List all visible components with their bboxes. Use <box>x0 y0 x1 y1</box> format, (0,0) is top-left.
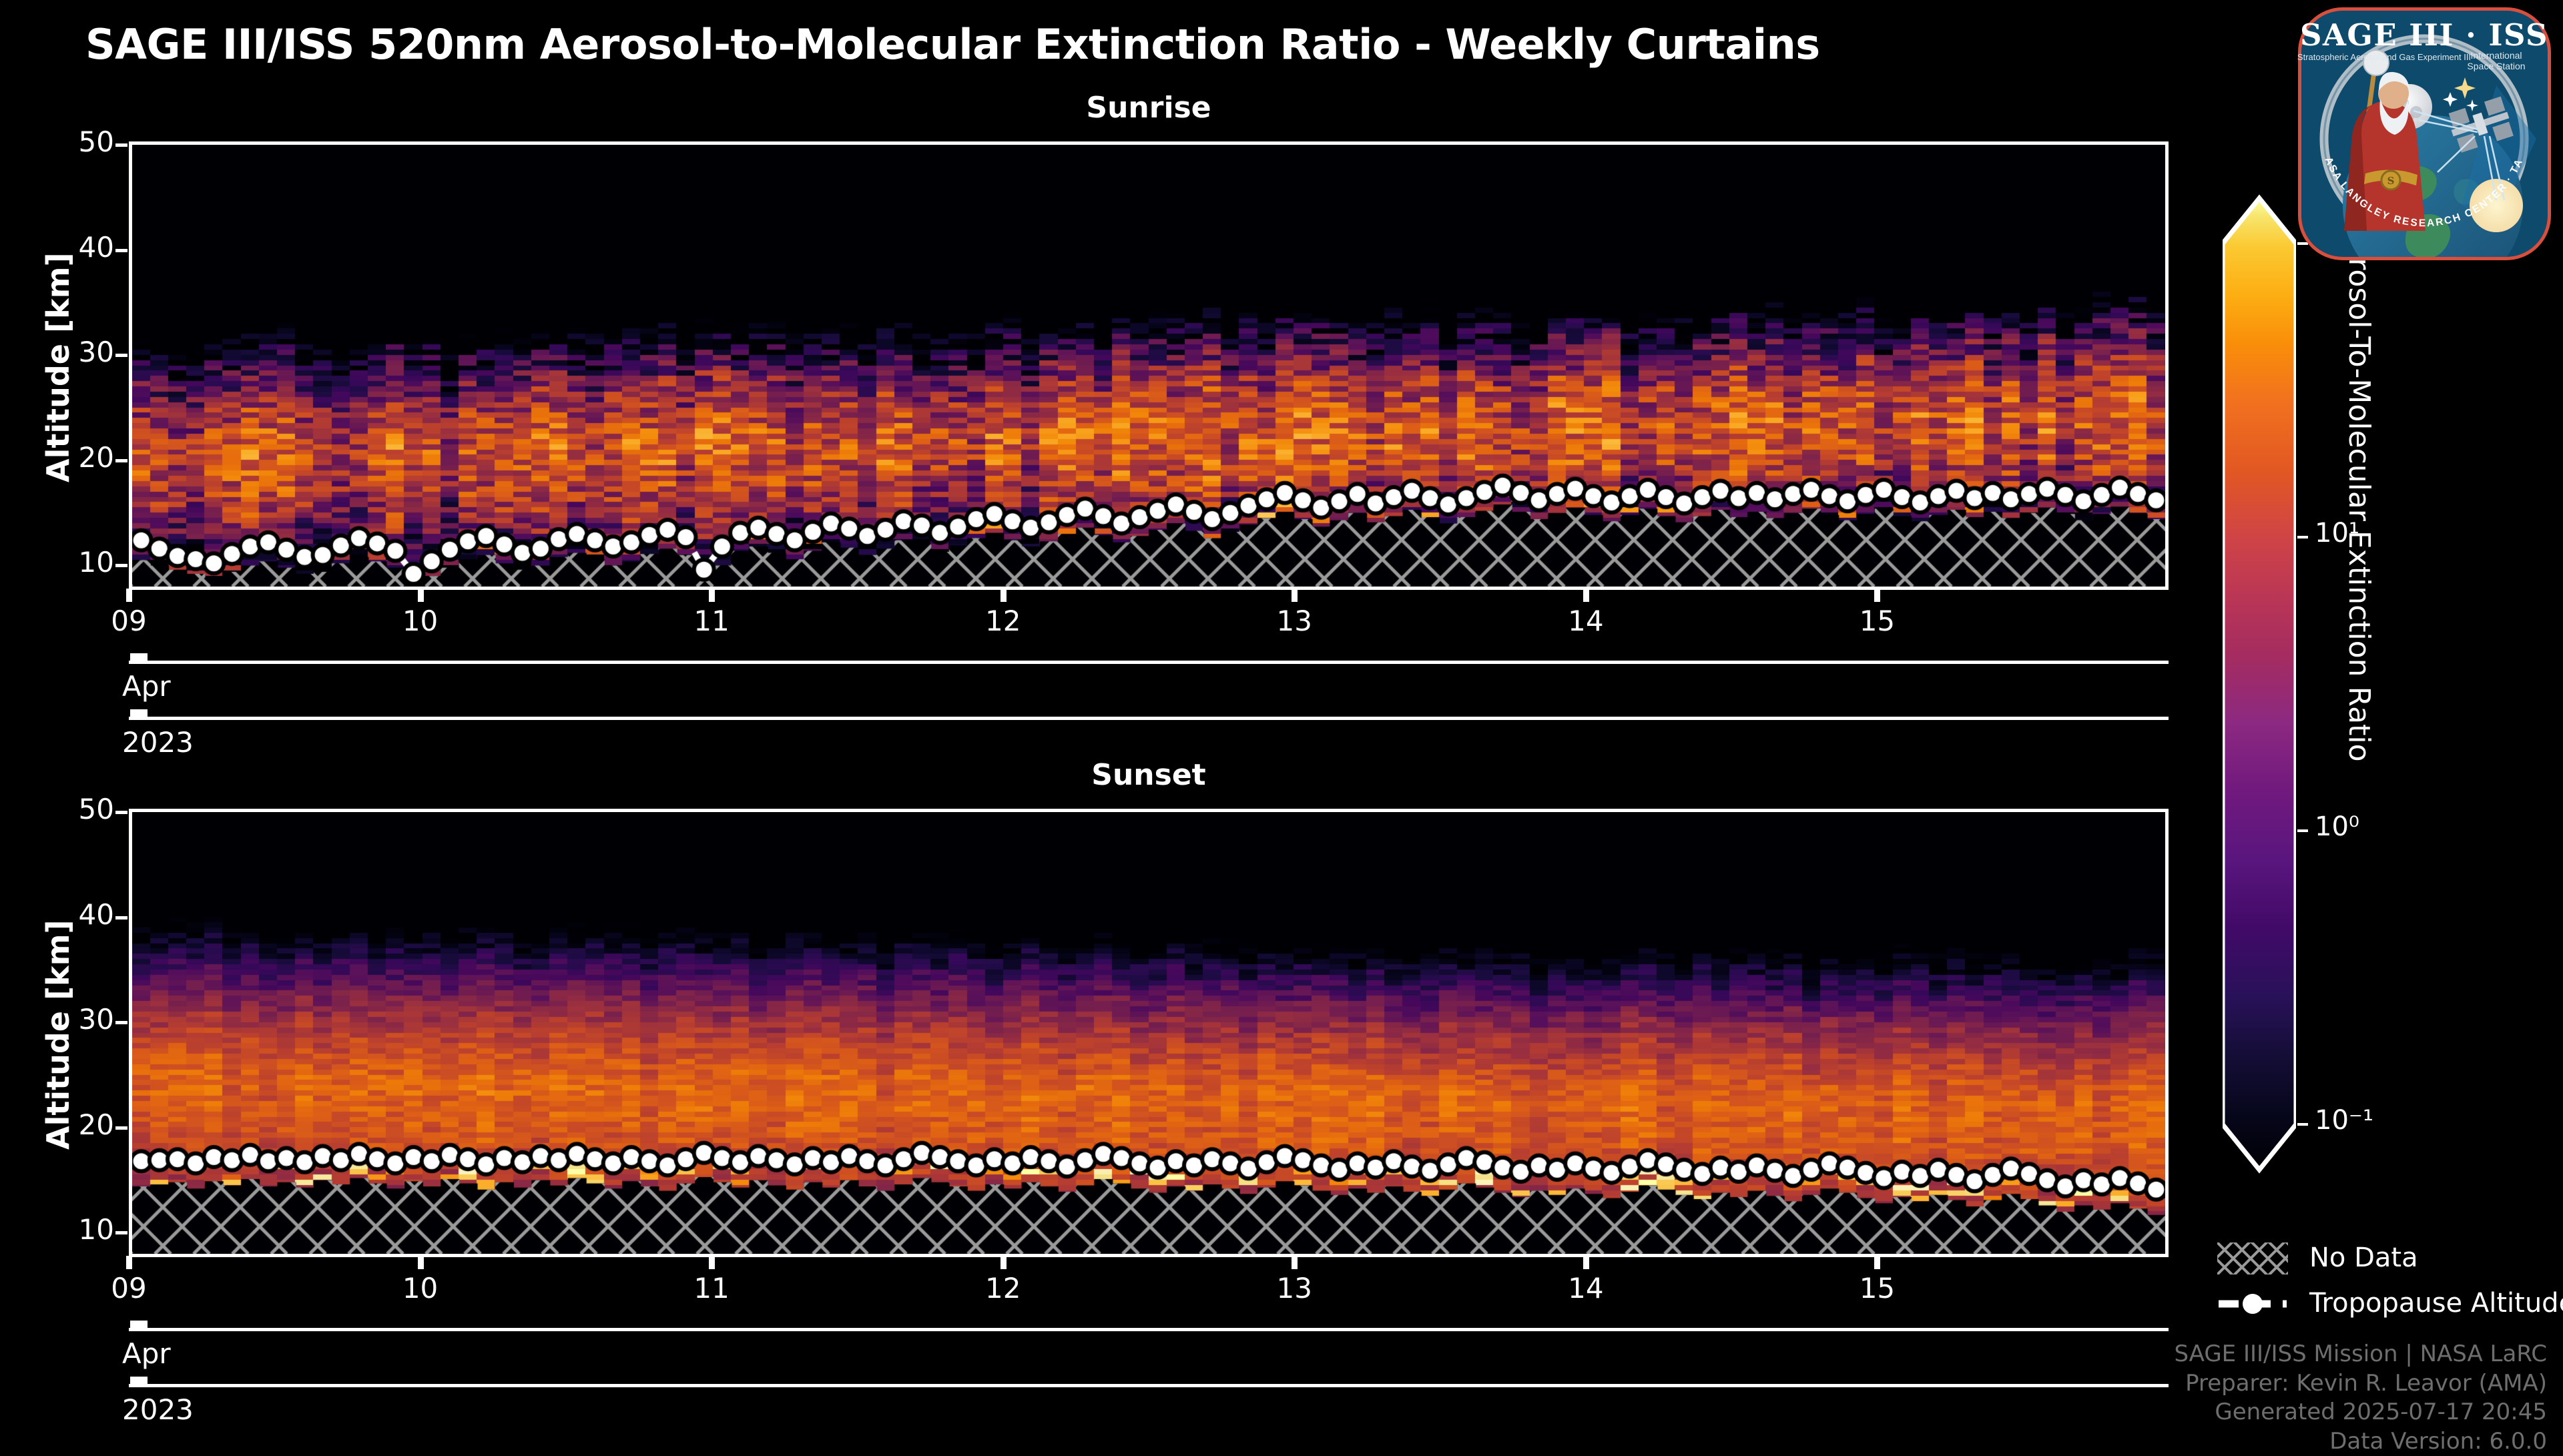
colorbar-tick-label-2: 10⁰ <box>2315 811 2359 842</box>
x-tick-mark-sunrise-09 <box>126 589 132 602</box>
y-tick-mark-sunrise-10 <box>115 564 127 568</box>
sunrise-heatmap-canvas[interactable] <box>132 145 2165 587</box>
x-tick-label-sunset-09: 09 <box>111 1272 147 1305</box>
y-tick-mark-sunrise-40 <box>115 248 127 252</box>
x-span-line-sunset-Apr <box>129 1328 2169 1331</box>
mission-patch-svg: S BALL · NASA LANGLEY RESEARCH CENTER · … <box>2291 0 2551 260</box>
x-tick-mark-sunset-15 <box>1874 1256 1881 1269</box>
sunrise-plot-area[interactable] <box>129 141 2169 590</box>
panel-title-sunrise: Sunrise <box>1086 91 1211 125</box>
x-tick-mark-sunset-12 <box>1000 1256 1007 1269</box>
y-tick-label-sunset-50: 50 <box>78 793 114 825</box>
x-tick-label-sunrise-14: 14 <box>1568 605 1604 637</box>
patch-subtitle-right-1: International <box>2470 50 2522 61</box>
colorbar-tick-label-1: 10¹ <box>2315 518 2359 549</box>
legend-label-no-data: No Data <box>2309 1242 2418 1273</box>
x-tick-label-sunrise-10: 10 <box>402 605 439 637</box>
x-tick-label-sunset-15: 15 <box>1859 1272 1896 1305</box>
x-tick-label-sunset-12: 12 <box>984 1272 1021 1305</box>
x-tick-mark-sunset-11 <box>709 1256 716 1269</box>
x-tick-mark-sunset-14 <box>1583 1256 1589 1269</box>
footer-line-generated: Generated 2025-07-17 20:45 <box>2215 1399 2547 1426</box>
sunset-heatmap-canvas[interactable] <box>132 812 2165 1254</box>
x-tick-mark-sunrise-13 <box>1292 589 1298 602</box>
x-span-stub-sunset-Apr <box>130 1321 148 1331</box>
y-tick-mark-sunset-20 <box>115 1126 127 1130</box>
y-tick-label-sunrise-10: 10 <box>78 546 114 579</box>
patch-subtitle-right-2: Space Station <box>2467 61 2525 71</box>
y-tick-label-sunrise-40: 40 <box>78 230 114 264</box>
page-title: SAGE III/ISS 520nm Aerosol-to-Molecular … <box>85 20 1820 69</box>
y-tick-label-sunset-30: 30 <box>78 1003 114 1036</box>
colorbar-tick-label-3: 10⁻¹ <box>2315 1105 2374 1136</box>
colorbar[interactable] <box>2220 190 2299 1178</box>
x-tick-mark-sunrise-15 <box>1874 589 1881 602</box>
x-tick-label-sunset-14: 14 <box>1568 1272 1604 1305</box>
sunset-plot-area[interactable] <box>129 809 2169 1257</box>
sage-iss-mission-patch: S BALL · NASA LANGLEY RESEARCH CENTER · … <box>2291 0 2553 262</box>
y-tick-mark-sunrise-30 <box>115 354 127 358</box>
legend-swatch-no-data <box>2217 1242 2288 1275</box>
x-tick-mark-sunset-10 <box>417 1256 424 1269</box>
x-tick-label-sunrise-12: 12 <box>984 605 1021 637</box>
x-tick-label-sunset-13: 13 <box>1276 1272 1312 1305</box>
x-span-stub-sunrise-2023 <box>130 709 148 720</box>
x-tick-label-sunset-11: 11 <box>693 1272 730 1305</box>
x-span-label-sunrise-2023: 2023 <box>122 726 194 759</box>
panel-title-sunset: Sunset <box>1091 758 1206 792</box>
x-span-stub-sunrise-Apr <box>130 653 148 664</box>
x-span-label-sunrise-Apr: Apr <box>122 670 171 703</box>
colorbar-tick-mark-1 <box>2297 536 2308 538</box>
y-tick-label-sunrise-30: 30 <box>78 336 114 369</box>
y-tick-mark-sunset-30 <box>115 1021 127 1025</box>
legend: No Data Tropopause Altitude <box>2216 1241 2563 1328</box>
y-tick-label-sunset-20: 20 <box>78 1108 114 1141</box>
y-tick-mark-sunset-50 <box>115 811 127 814</box>
footer: SAGE III/ISS Mission | NASA LaRC Prepare… <box>2174 1340 2547 1456</box>
x-tick-mark-sunset-13 <box>1292 1256 1298 1269</box>
y-tick-label-sunrise-20: 20 <box>78 440 114 474</box>
colorbar-tick-mark-0 <box>2297 242 2308 245</box>
y-tick-mark-sunset-40 <box>115 916 127 920</box>
footer-line-mission: SAGE III/ISS Mission | NASA LaRC <box>2174 1341 2547 1367</box>
y-tick-mark-sunrise-20 <box>115 458 127 462</box>
x-tick-mark-sunrise-11 <box>709 589 716 602</box>
x-tick-label-sunrise-13: 13 <box>1276 605 1312 637</box>
legend-swatch-tropopause <box>2219 1294 2287 1314</box>
x-span-label-sunset-Apr: Apr <box>122 1337 171 1370</box>
colorbar-gradient[interactable] <box>2220 190 2299 1178</box>
x-span-line-sunset-2023 <box>129 1384 2169 1387</box>
x-span-label-sunset-2023: 2023 <box>122 1393 194 1426</box>
y-tick-mark-sunrise-50 <box>115 143 127 147</box>
x-span-stub-sunset-2023 <box>130 1377 148 1387</box>
x-tick-label-sunrise-15: 15 <box>1859 605 1896 637</box>
y-tick-label-sunset-10: 10 <box>78 1213 114 1246</box>
colorbar-axis-label: Aerosol-To-Molecular Extinction Ratio <box>2342 220 2376 762</box>
x-tick-label-sunset-10: 10 <box>402 1272 439 1305</box>
colorbar-tick-mark-3 <box>2297 1123 2308 1126</box>
x-tick-mark-sunrise-12 <box>1000 589 1007 602</box>
legend-label-tropopause: Tropopause Altitude <box>2309 1288 2563 1319</box>
patch-title: SAGE III · ISS <box>2300 17 2548 53</box>
patch-subtitle-left: Stratospheric Aerosol and Gas Experiment… <box>2297 52 2471 62</box>
x-tick-mark-sunset-09 <box>126 1256 132 1269</box>
x-tick-mark-sunrise-10 <box>417 589 424 602</box>
x-span-line-sunrise-Apr <box>129 661 2169 664</box>
footer-line-preparer: Preparer: Kevin R. Leavor (AMA) <box>2185 1369 2547 1397</box>
x-tick-label-sunrise-11: 11 <box>693 605 730 637</box>
x-tick-label-sunrise-09: 09 <box>111 605 147 637</box>
x-tick-mark-sunrise-14 <box>1583 589 1589 602</box>
footer-line-version: Data Version: 6.0.0 <box>2329 1427 2547 1455</box>
y-tick-label-sunrise-50: 50 <box>78 125 114 158</box>
svg-text:S: S <box>2387 175 2395 187</box>
colorbar-tick-mark-2 <box>2297 829 2308 832</box>
y-tick-mark-sunset-10 <box>115 1231 127 1235</box>
y-tick-label-sunset-40: 40 <box>78 897 114 931</box>
x-span-line-sunrise-2023 <box>129 717 2169 720</box>
